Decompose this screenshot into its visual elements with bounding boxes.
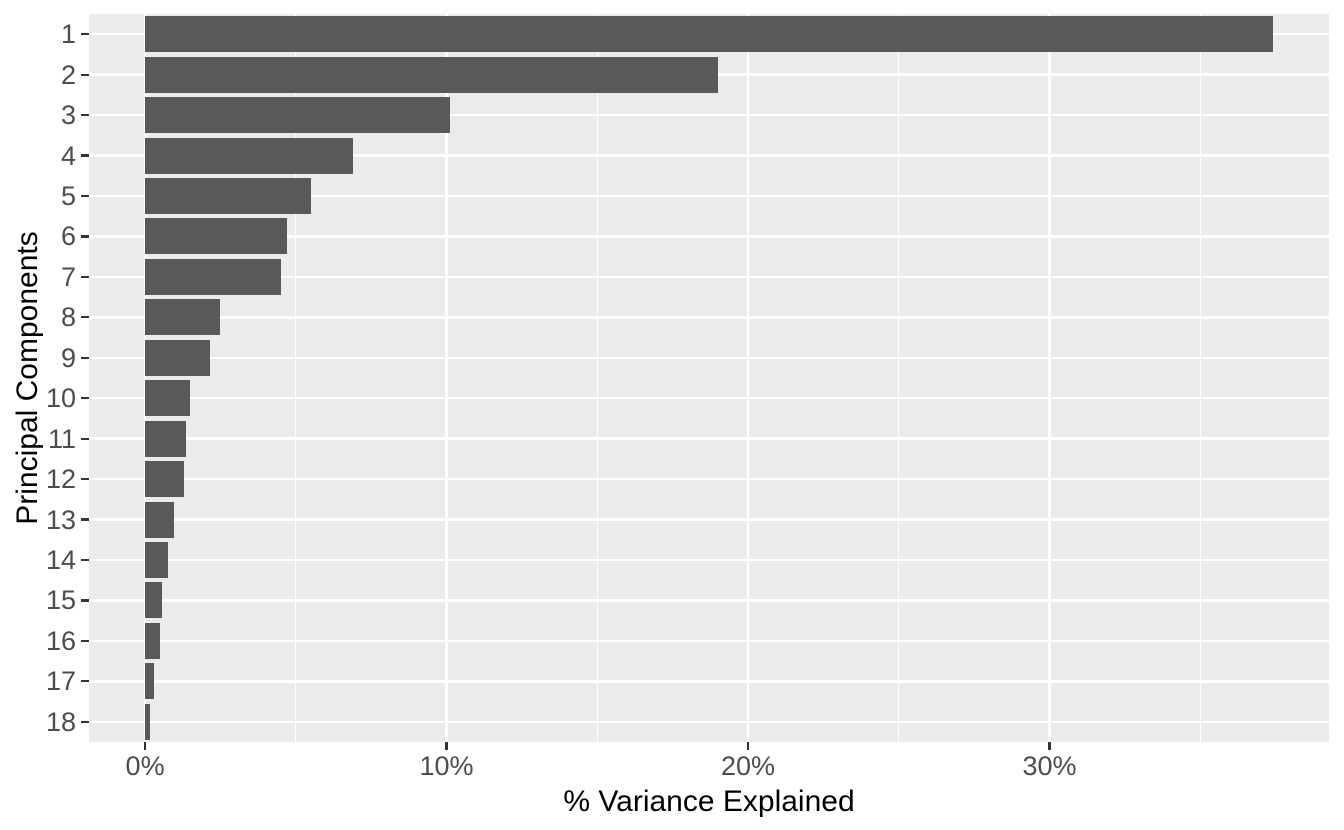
bar-pc-6 xyxy=(145,218,287,255)
bar-pc-13 xyxy=(145,501,174,538)
x-tick-mark xyxy=(746,742,750,750)
gridline-major-y xyxy=(89,639,1329,643)
y-tick-mark xyxy=(81,478,89,481)
y-tick-label: 18 xyxy=(45,706,76,737)
y-tick-mark xyxy=(81,73,89,76)
gridline-major-y xyxy=(89,558,1329,562)
bar-pc-14 xyxy=(145,542,168,578)
gridline-major-y xyxy=(89,396,1329,400)
gridline-minor-x xyxy=(596,14,598,742)
bar-pc-17 xyxy=(145,663,155,700)
gridline-minor-x xyxy=(1199,14,1201,742)
bar-pc-7 xyxy=(145,258,281,295)
gridline-major-y xyxy=(89,275,1329,279)
y-tick-label: 16 xyxy=(45,625,76,656)
y-tick-label: 11 xyxy=(47,423,76,454)
y-tick-mark xyxy=(81,154,89,157)
y-tick-label: 13 xyxy=(45,504,76,535)
y-tick-label: 12 xyxy=(45,464,76,495)
gridline-major-y xyxy=(89,194,1329,198)
y-tick-label: 1 xyxy=(60,19,76,50)
plot-panel xyxy=(89,14,1329,742)
bar-pc-5 xyxy=(145,178,311,214)
bar-pc-16 xyxy=(145,622,161,659)
y-tick-mark xyxy=(81,194,89,198)
y-tick-mark xyxy=(81,437,89,440)
gridline-major-x xyxy=(445,14,448,742)
gridline-major-y xyxy=(89,477,1329,481)
y-tick-label: 5 xyxy=(60,181,76,211)
y-tick-label: 3 xyxy=(60,100,76,131)
bar-pc-1 xyxy=(145,16,1273,53)
y-tick-mark xyxy=(81,680,89,683)
x-tick-label: 30% xyxy=(1022,751,1077,781)
bar-pc-10 xyxy=(145,380,191,417)
gridline-minor-x xyxy=(295,14,297,742)
bar-pc-9 xyxy=(145,339,210,376)
y-tick-label: 10 xyxy=(45,383,76,414)
y-tick-mark xyxy=(81,720,89,723)
x-axis-title: % Variance Explained xyxy=(563,785,855,818)
y-tick-mark xyxy=(81,599,89,602)
bar-pc-11 xyxy=(145,420,186,457)
gridline-major-y xyxy=(89,518,1329,521)
gridline-major-y xyxy=(89,316,1329,319)
y-tick-label: 15 xyxy=(45,585,76,616)
y-tick-mark xyxy=(81,558,89,562)
gridline-major-y xyxy=(89,720,1329,724)
gridline-major-y xyxy=(89,235,1329,238)
gridline-minor-x xyxy=(898,14,900,742)
gridline-major-y xyxy=(89,680,1329,683)
y-tick-label: 9 xyxy=(60,342,76,373)
y-tick-label: 17 xyxy=(45,666,76,697)
bar-pc-3 xyxy=(145,97,450,134)
gridline-major-x xyxy=(1048,14,1051,742)
y-tick-label: 7 xyxy=(60,261,76,292)
y-tick-label: 2 xyxy=(60,59,76,90)
y-tick-mark xyxy=(81,235,89,238)
y-tick-mark xyxy=(81,397,89,400)
y-tick-label: 6 xyxy=(60,221,76,252)
x-tick-mark xyxy=(1048,742,1051,750)
y-tick-mark xyxy=(81,316,89,319)
y-tick-mark xyxy=(81,518,89,521)
gridline-major-y xyxy=(89,154,1329,157)
gridline-major-y xyxy=(89,599,1329,602)
y-tick-label: 4 xyxy=(60,140,76,171)
bar-pc-8 xyxy=(145,299,221,336)
gridline-major-y xyxy=(89,437,1329,440)
bar-pc-12 xyxy=(145,461,185,498)
y-tick-mark xyxy=(81,639,89,642)
x-tick-mark xyxy=(143,742,147,750)
gridline-major-x xyxy=(746,14,750,742)
y-tick-label: 8 xyxy=(60,302,76,333)
x-tick-label: 10% xyxy=(419,751,474,781)
x-tick-label: 0% xyxy=(125,751,165,781)
x-tick-label: 20% xyxy=(721,751,776,781)
y-tick-mark xyxy=(81,33,89,36)
gridline-major-x xyxy=(143,14,147,742)
bar-pc-18 xyxy=(145,703,150,740)
y-tick-label: 14 xyxy=(45,545,76,575)
y-tick-mark xyxy=(81,356,89,359)
y-tick-mark xyxy=(81,114,89,117)
gridline-major-y xyxy=(89,113,1329,117)
x-tick-mark xyxy=(445,742,448,750)
y-tick-mark xyxy=(81,275,89,278)
gridline-major-y xyxy=(89,356,1329,360)
bar-pc-15 xyxy=(145,582,162,619)
bar-pc-2 xyxy=(145,56,718,93)
bar-pc-4 xyxy=(145,137,354,174)
